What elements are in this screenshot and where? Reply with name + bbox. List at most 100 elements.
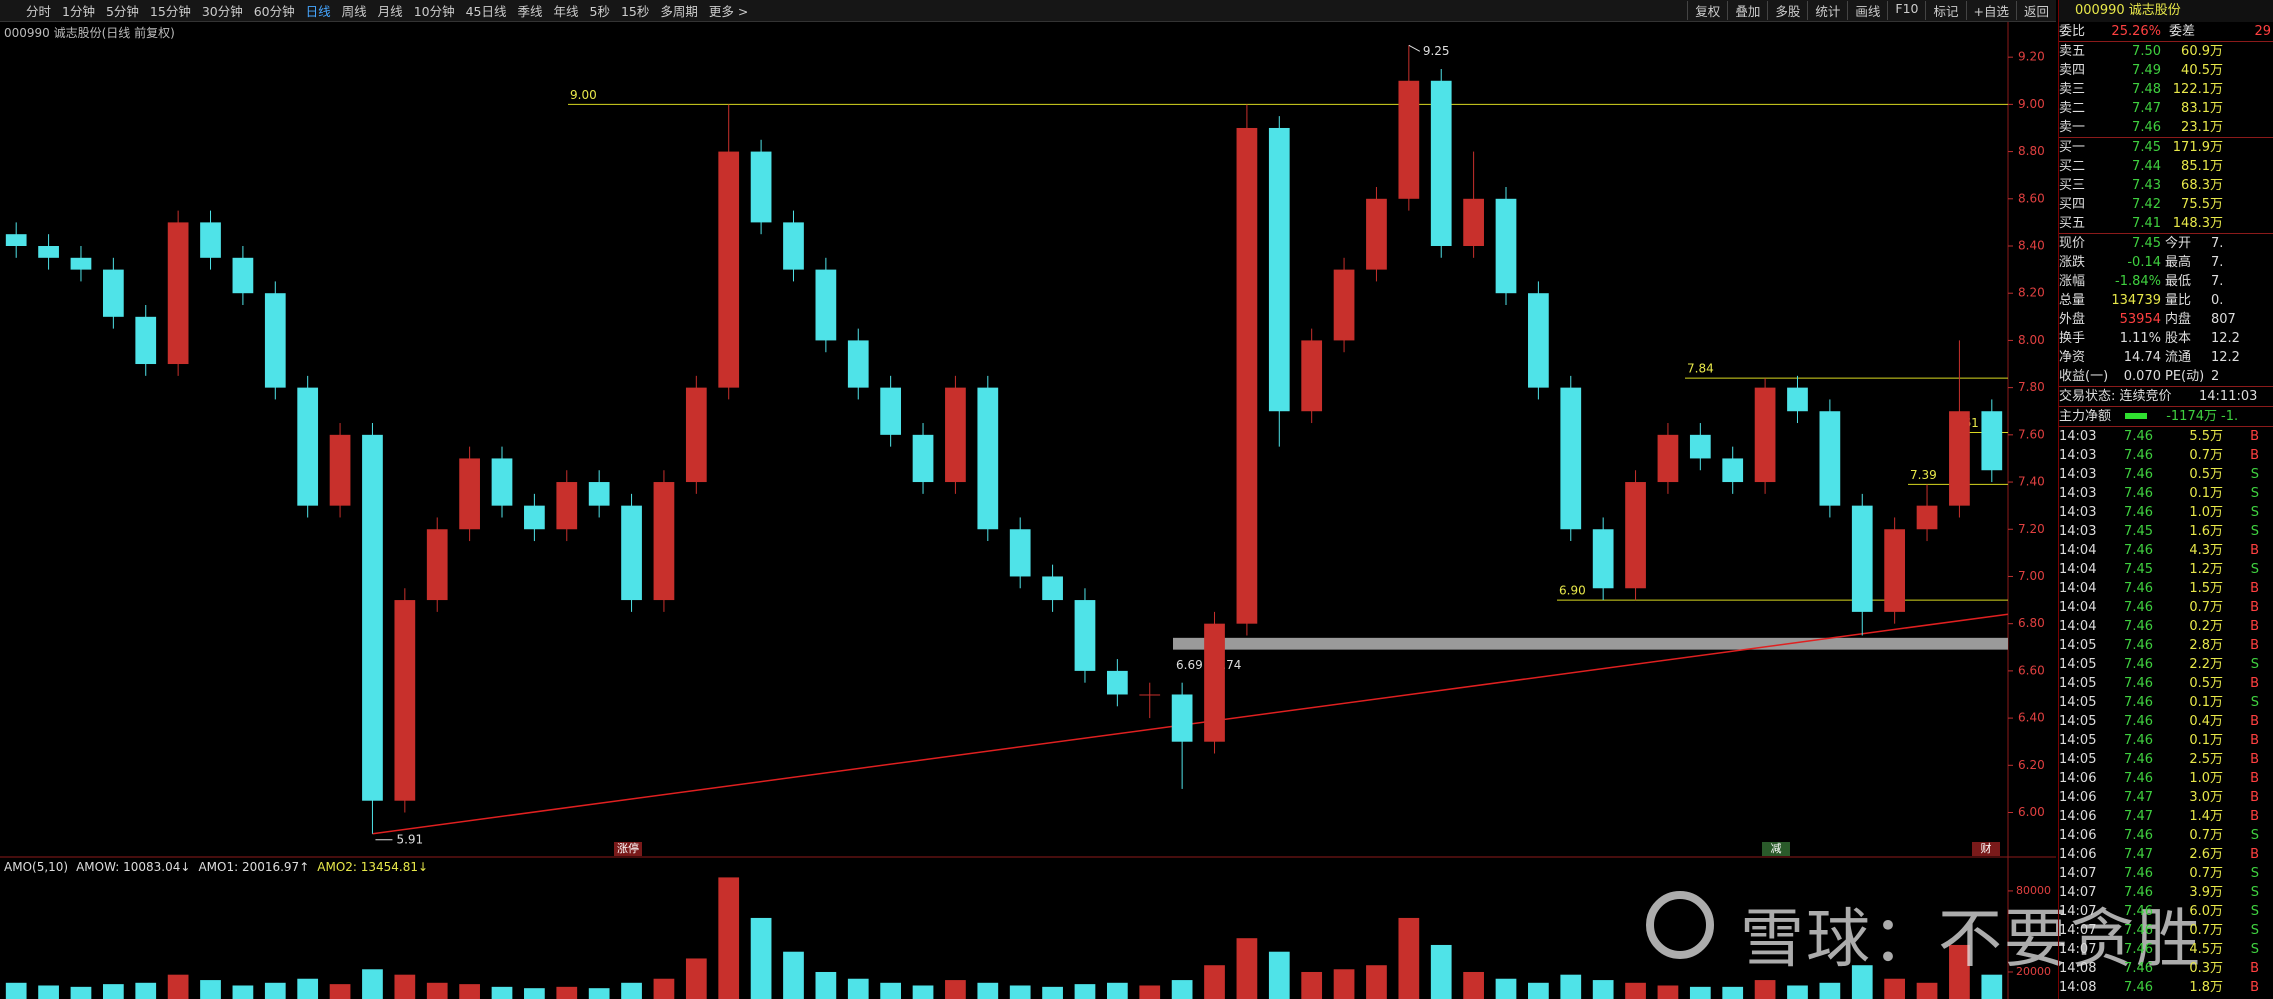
volume-bar — [1819, 982, 1841, 999]
trade-row: 14:06 7.47 1.4万 B — [2059, 807, 2273, 826]
candle-body — [1301, 340, 1323, 412]
tool-button[interactable]: 多股 — [1767, 1, 1807, 20]
trade-cell: 14:05 — [2059, 657, 2097, 672]
volume-bar — [1009, 985, 1031, 999]
stats-cell: 53954 — [2119, 312, 2161, 327]
candle-body — [426, 529, 448, 601]
period-tab[interactable]: 季线 — [517, 4, 543, 19]
stats-cell: 134739 — [2111, 293, 2161, 308]
trade-cell: 7.45 — [2124, 524, 2153, 539]
trade-row: 14:03 7.45 1.6万 S — [2059, 522, 2273, 541]
tool-button[interactable]: 复权 — [1687, 1, 1727, 20]
period-tab[interactable]: 5分钟 — [105, 4, 139, 19]
volume-bar — [491, 986, 513, 999]
trade-cell: 1.0万 — [2189, 771, 2223, 786]
candle-body — [783, 222, 804, 270]
trade-cell: 0.7万 — [2189, 448, 2223, 463]
volume-tick-label: 80000 — [2016, 884, 2051, 897]
stats-cell: 内盘 — [2165, 312, 2192, 327]
tool-button[interactable]: 叠加 — [1727, 1, 1767, 20]
trade-cell: 7.46 — [2124, 581, 2153, 596]
volume-legend-item: AMO2: 13454.81↓ — [317, 860, 429, 874]
order-book-cell: 买四 — [2059, 197, 2086, 212]
level-label: 7.39 — [1910, 468, 1937, 482]
candle-body — [1042, 576, 1063, 601]
tool-button[interactable]: +自选 — [1965, 1, 2016, 20]
period-tab[interactable]: 年线 — [553, 4, 579, 19]
period-tab[interactable]: 5秒 — [589, 4, 610, 19]
candle-body — [1625, 482, 1646, 589]
period-tab[interactable]: 15秒 — [620, 4, 650, 19]
order-ratio-cell: 委差 — [2169, 24, 2196, 39]
volume-bar — [1981, 974, 2003, 999]
volume-bar — [977, 982, 999, 999]
volume-bar — [1139, 985, 1161, 999]
trade-cell: 14:06 — [2059, 828, 2097, 843]
trade-row: 14:04 7.45 1.2万 S — [2059, 560, 2273, 579]
trade-cell: 7.46 — [2124, 657, 2153, 672]
order-book-row: 卖五 7.50 60.9万 — [2059, 41, 2273, 61]
trade-row: 14:03 7.46 0.1万 S — [2059, 484, 2273, 503]
trade-cell: B — [2250, 790, 2259, 805]
order-book-cell: 122.1万 — [2172, 82, 2223, 97]
tool-button[interactable]: 标记 — [1925, 1, 1965, 20]
trade-row: 14:06 7.47 3.0万 B — [2059, 788, 2273, 807]
period-tab[interactable]: 15分钟 — [149, 4, 191, 19]
tool-button[interactable]: 画线 — [1847, 1, 1887, 20]
tool-button[interactable]: 统计 — [1807, 1, 1847, 20]
period-tab[interactable]: 45日线 — [465, 4, 507, 19]
volume-bar — [945, 980, 966, 999]
volume-legend-item: AMO1: 20016.97↑ — [198, 860, 310, 874]
trade-cell: 14:06 — [2059, 847, 2097, 862]
period-tab[interactable]: 日线 — [305, 4, 331, 19]
period-tab[interactable]: 30分钟 — [201, 4, 243, 19]
y-tick-label: 8.60 — [2018, 191, 2045, 205]
candle-body — [394, 600, 416, 801]
trade-cell: 14:04 — [2059, 543, 2097, 558]
trade-row: 14:05 7.46 0.1万 S — [2059, 693, 2273, 712]
order-book-cell: 60.9万 — [2181, 44, 2223, 59]
trade-cell: 7.46 — [2124, 771, 2153, 786]
level-label: 6.90 — [1559, 584, 1586, 598]
trade-cell: 14:07 — [2059, 923, 2097, 938]
period-tab[interactable]: 10分钟 — [413, 4, 455, 19]
candle-body — [1819, 411, 1841, 506]
trade-cell: S — [2250, 923, 2259, 938]
volume-bar — [1949, 944, 1970, 999]
toolbar: 分时 1分钟 5分钟 15分钟 30分钟 60分钟 日线 周线 月线 10分钟 45日线 季线 年线 5秒… — [0, 0, 2056, 22]
period-tab[interactable]: 周线 — [341, 4, 367, 19]
stats-cell: 量比 — [2165, 293, 2192, 308]
status-time: 14:11:03 — [2199, 389, 2258, 404]
high-arrow — [1408, 44, 1421, 52]
period-tab[interactable]: 更多 > — [708, 4, 749, 19]
stats-cell: 2 — [2211, 369, 2220, 384]
stats-cell: 收益(一) — [2059, 369, 2109, 384]
candle-body — [1463, 198, 1484, 246]
chart: 6.00 6.20 6.40 6.60 6.80 7.00 7.20 7.40 7.60 7.80… — [0, 22, 2056, 999]
volume-bar — [1398, 917, 1420, 999]
period-tab[interactable]: 多周期 — [660, 4, 698, 19]
period-tab[interactable]: 分时 — [26, 4, 52, 19]
volume-bar — [1171, 980, 1193, 999]
trade-row: 14:03 7.46 5.5万 B — [2059, 426, 2273, 446]
candle-body — [1592, 529, 1614, 589]
trade-row: 14:07 7.46 0.7万 S — [2059, 921, 2273, 940]
tool-button[interactable]: F10 — [1887, 1, 1925, 20]
volume-bar — [1074, 984, 1096, 999]
volume-bar — [70, 986, 92, 999]
trade-row: 14:05 7.46 0.1万 B — [2059, 731, 2273, 750]
period-tab[interactable]: 月线 — [377, 4, 403, 19]
trade-row: 14:05 7.46 2.8万 B — [2059, 636, 2273, 655]
candle-body — [718, 151, 740, 388]
period-tab[interactable]: 60分钟 — [253, 4, 295, 19]
order-book-cell: 40.5万 — [2181, 63, 2223, 78]
trade-cell: 1.4万 — [2189, 809, 2223, 824]
trade-row: 14:07 7.46 4.5万 S — [2059, 940, 2273, 959]
event-tag-box — [1762, 842, 1790, 856]
order-book-row: 买三 7.43 68.3万 — [2059, 176, 2273, 195]
order-book-row: 买一 7.45 171.9万 — [2059, 137, 2273, 157]
order-book-cell: 买五 — [2059, 216, 2086, 231]
period-tab[interactable]: 1分钟 — [62, 4, 95, 19]
tool-button[interactable]: 返回 — [2015, 1, 2056, 20]
level-label: 7.84 — [1687, 362, 1714, 376]
